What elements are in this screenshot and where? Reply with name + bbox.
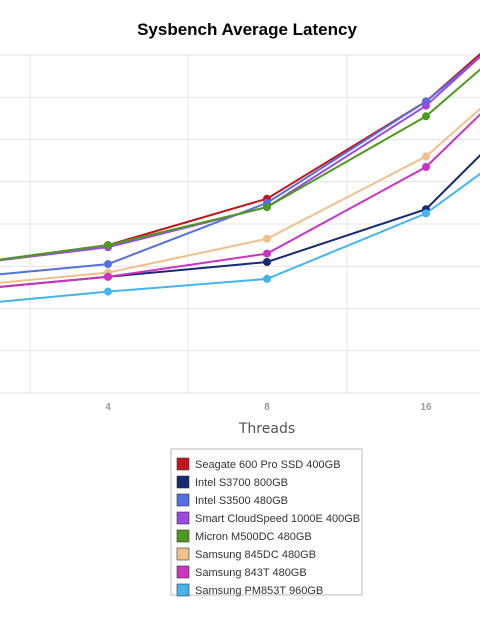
series xyxy=(0,68,480,261)
series-line xyxy=(0,153,480,288)
series-line xyxy=(0,107,480,284)
series xyxy=(0,153,480,288)
grid xyxy=(0,54,480,394)
data-point[interactable] xyxy=(104,287,112,296)
series-line xyxy=(0,68,480,261)
legend-label[interactable]: Intel S3700 800GB xyxy=(195,477,288,489)
series-layer xyxy=(0,52,480,303)
data-point[interactable] xyxy=(263,203,271,212)
legend-box xyxy=(170,448,363,596)
data-point[interactable] xyxy=(422,152,430,161)
x-tick-label: 16 xyxy=(420,402,432,413)
data-point[interactable] xyxy=(422,101,430,110)
data-point[interactable] xyxy=(422,209,430,218)
series-line xyxy=(0,55,480,262)
legend: Seagate 600 Pro SSD 400GB Intel S3700 800… xyxy=(170,448,363,597)
series xyxy=(0,55,480,262)
legend-label[interactable]: Samsung 845DC 480GB xyxy=(195,549,316,561)
legend-swatch xyxy=(176,511,190,525)
chart-title: Sysbench Average Latency xyxy=(137,20,357,39)
legend-swatch xyxy=(176,475,190,489)
data-point[interactable] xyxy=(422,112,430,121)
legend-label[interactable]: Samsung 843T 480GB xyxy=(195,567,307,579)
data-point[interactable] xyxy=(104,260,112,269)
legend-swatch xyxy=(176,547,190,561)
data-point[interactable] xyxy=(422,163,430,171)
legend-label[interactable]: Intel S3500 480GB xyxy=(195,495,288,507)
legend-label[interactable]: Smart CloudSpeed 1000E 400GB xyxy=(195,513,360,525)
legend-label[interactable]: Micron M500DC 480GB xyxy=(195,531,312,543)
legend-swatch xyxy=(176,565,190,579)
series xyxy=(0,107,480,284)
x-axis-ticks: 4 8 16 xyxy=(105,402,432,413)
legend-label[interactable]: Samsung PM853T 960GB xyxy=(195,585,323,597)
data-point[interactable] xyxy=(263,258,271,266)
x-tick-label: 8 xyxy=(264,402,270,413)
series-line xyxy=(0,52,480,261)
series xyxy=(0,113,480,288)
data-point[interactable] xyxy=(263,234,271,243)
data-point[interactable] xyxy=(263,249,271,258)
series xyxy=(0,172,480,303)
legend-label[interactable]: Seagate 600 Pro SSD 400GB xyxy=(195,459,341,471)
data-point[interactable] xyxy=(104,241,112,250)
legend-swatch xyxy=(176,583,190,597)
data-point[interactable] xyxy=(263,274,271,283)
series xyxy=(0,52,480,261)
data-point[interactable] xyxy=(104,272,112,281)
legend-swatch xyxy=(176,457,190,471)
x-tick-label: 4 xyxy=(105,402,111,413)
legend-swatch xyxy=(176,493,190,507)
x-axis-label: Threads xyxy=(238,421,295,437)
legend-swatch xyxy=(176,529,190,543)
